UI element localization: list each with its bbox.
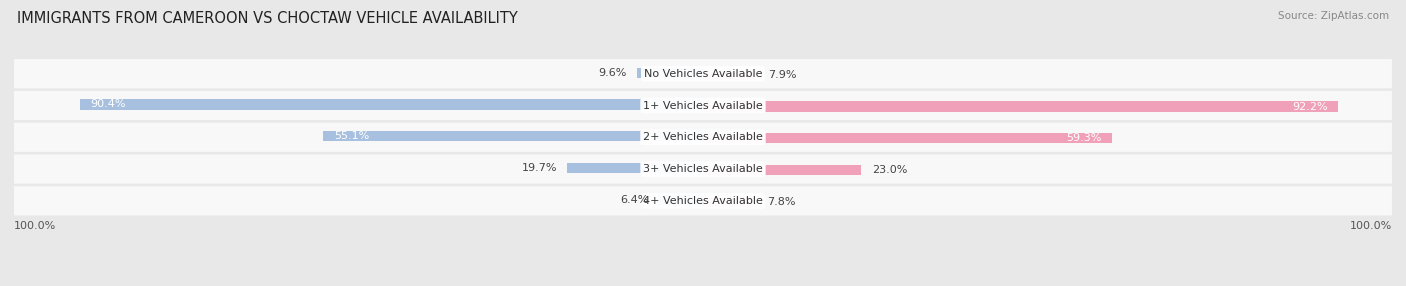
Text: 4+ Vehicles Available: 4+ Vehicles Available [643,196,763,206]
Text: 92.2%: 92.2% [1292,102,1327,112]
FancyBboxPatch shape [14,154,1392,184]
Bar [637,67,703,78]
Text: 1+ Vehicles Available: 1+ Vehicles Available [643,100,763,110]
Text: No Vehicles Available: No Vehicles Available [644,69,762,79]
Bar [80,100,703,110]
Bar [323,131,703,141]
Text: 6.4%: 6.4% [620,195,648,205]
Text: 90.4%: 90.4% [90,100,127,110]
Text: 100.0%: 100.0% [14,221,56,231]
Bar [703,102,1339,112]
Bar [703,197,756,207]
Bar [567,163,703,173]
Bar [703,133,1112,143]
Text: 9.6%: 9.6% [598,68,627,78]
Bar [659,195,703,205]
Text: 3+ Vehicles Available: 3+ Vehicles Available [643,164,763,174]
Text: 2+ Vehicles Available: 2+ Vehicles Available [643,132,763,142]
Text: 23.0%: 23.0% [872,165,907,175]
Text: 7.9%: 7.9% [768,70,796,80]
FancyBboxPatch shape [14,91,1392,120]
Text: 19.7%: 19.7% [522,163,557,173]
FancyBboxPatch shape [14,186,1392,215]
Text: 59.3%: 59.3% [1066,133,1101,143]
Text: IMMIGRANTS FROM CAMEROON VS CHOCTAW VEHICLE AVAILABILITY: IMMIGRANTS FROM CAMEROON VS CHOCTAW VEHI… [17,11,517,26]
Text: 100.0%: 100.0% [1350,221,1392,231]
Text: 55.1%: 55.1% [333,131,368,141]
Bar [703,70,758,80]
FancyBboxPatch shape [14,59,1392,88]
Text: 7.8%: 7.8% [768,197,796,207]
Bar [703,165,862,175]
FancyBboxPatch shape [14,123,1392,152]
Text: Source: ZipAtlas.com: Source: ZipAtlas.com [1278,11,1389,21]
